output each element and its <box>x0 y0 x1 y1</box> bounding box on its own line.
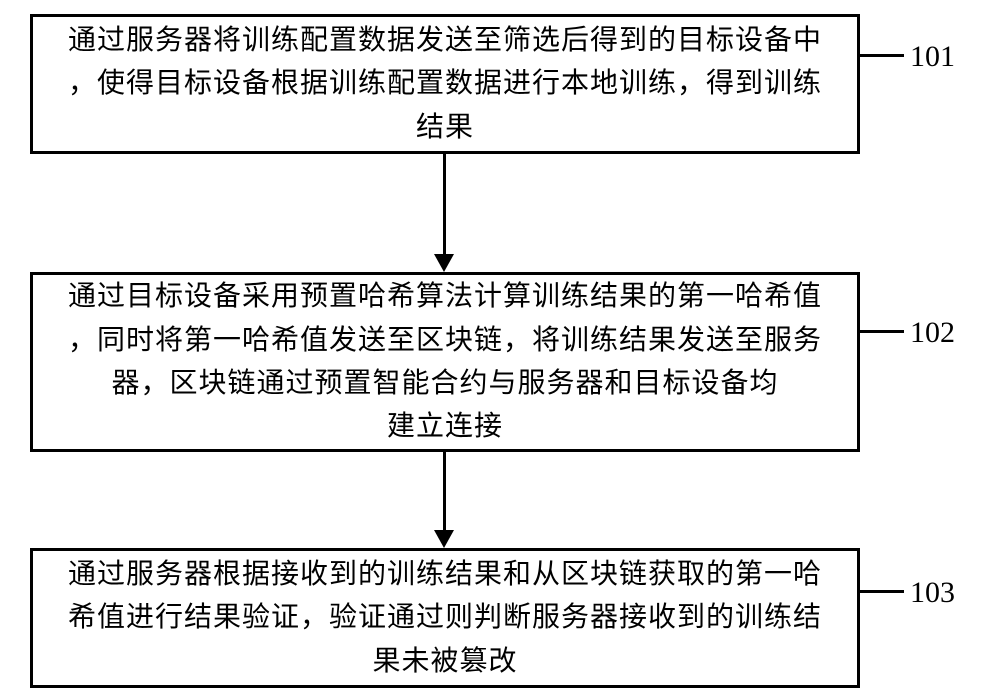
label-connector-2 <box>860 330 904 333</box>
flow-node-3-text: 通过服务器根据接收到的训练结果和从区块链获取的第一哈 希值进行结果验证，验证通过… <box>68 553 822 683</box>
arrow-2-3-head <box>434 530 454 548</box>
flow-node-2-text: 通过目标设备采用预置哈希算法计算训练结果的第一哈希值 ，同时将第一哈希值发送至区… <box>68 275 822 449</box>
label-connector-3 <box>860 590 904 593</box>
arrow-1-2-line <box>443 154 446 254</box>
flow-node-1: 通过服务器将训练配置数据发送至筛选后得到的目标设备中 ，使得目标设备根据训练配置… <box>30 14 860 154</box>
flow-node-2: 通过目标设备采用预置哈希算法计算训练结果的第一哈希值 ，同时将第一哈希值发送至区… <box>30 272 860 452</box>
flow-node-1-text: 通过服务器将训练配置数据发送至筛选后得到的目标设备中 ，使得目标设备根据训练配置… <box>68 19 822 149</box>
flow-label-1: 101 <box>910 40 955 74</box>
flowchart-canvas: 通过服务器将训练配置数据发送至筛选后得到的目标设备中 ，使得目标设备根据训练配置… <box>0 0 1000 695</box>
arrow-1-2-head <box>434 254 454 272</box>
label-connector-1 <box>860 54 904 57</box>
flow-label-2: 102 <box>910 316 955 350</box>
flow-label-3: 103 <box>910 576 955 610</box>
flow-node-3: 通过服务器根据接收到的训练结果和从区块链获取的第一哈 希值进行结果验证，验证通过… <box>30 548 860 688</box>
arrow-2-3-line <box>443 452 446 530</box>
